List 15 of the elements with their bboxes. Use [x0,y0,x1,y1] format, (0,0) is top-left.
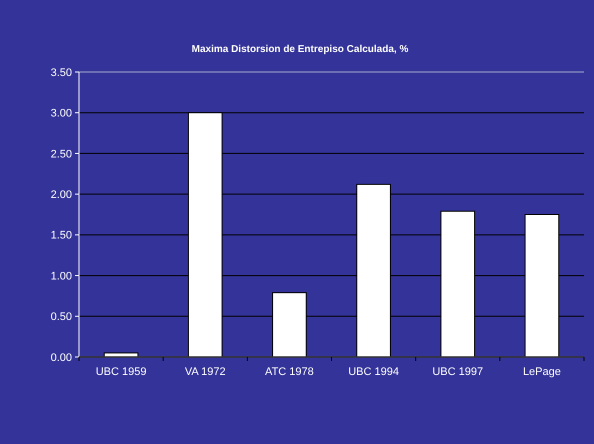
chart-title: Maxima Distorsion de Entrepiso Calculada, % [192,44,408,55]
y-tick-label: 2.00 [50,188,72,201]
y-tick-label: 2.50 [50,148,72,160]
y-tick-label: 0.50 [50,311,72,324]
x-tick-label: LePage [522,366,561,378]
x-tick-label: ATC 1978 [265,366,314,378]
x-tick-label: UBC 1997 [432,366,484,378]
y-tick-label: 3.50 [50,66,72,79]
x-tick-label: UBC 1994 [348,366,399,378]
x-tick-label: VA 1972 [184,366,226,378]
y-tick-label: 1.00 [50,270,72,282]
y-tick-label: 0.00 [50,352,72,364]
y-tick-label: 3.00 [50,108,72,120]
y-tick-label: 1.50 [50,230,72,242]
x-tick-label: UBC 1959 [96,366,146,378]
